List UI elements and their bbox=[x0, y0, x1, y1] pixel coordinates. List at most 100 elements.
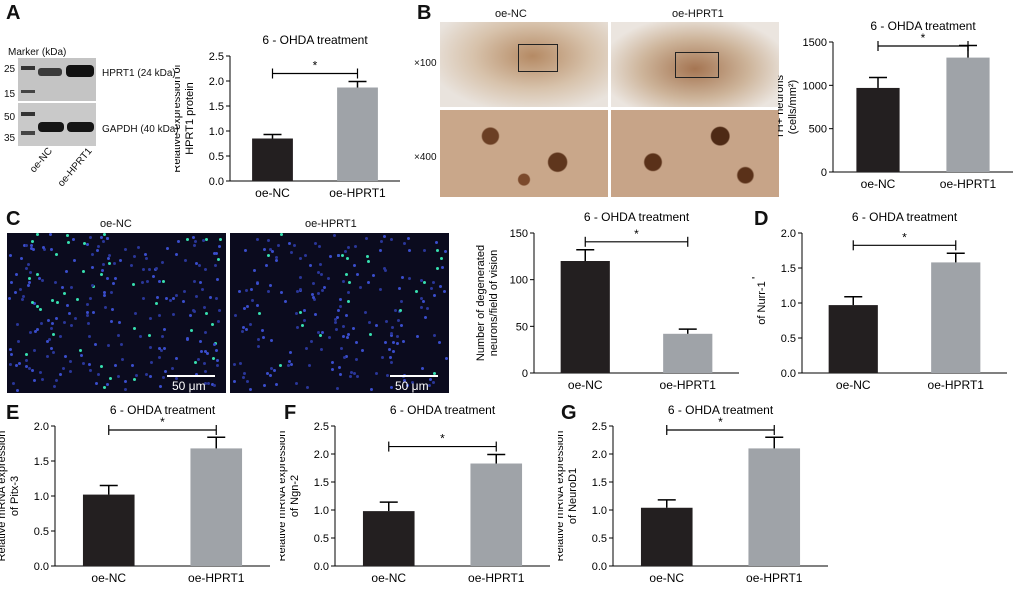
nucleus-dot bbox=[63, 354, 67, 358]
nucleus-dot bbox=[267, 254, 270, 258]
nucleus-dot bbox=[202, 239, 206, 243]
nucleus-dot bbox=[158, 385, 162, 389]
nucleus-dot bbox=[87, 362, 91, 366]
x-tick-label: oe-HPRT1 bbox=[746, 571, 803, 585]
nucleus-dot bbox=[199, 280, 203, 284]
nucleus-dot bbox=[51, 332, 55, 336]
nucleus-dot bbox=[30, 368, 34, 372]
nucleus-dot bbox=[423, 249, 426, 252]
nucleus-dot bbox=[64, 270, 68, 274]
nucleus-dot bbox=[116, 375, 120, 379]
y-tick-label: 500 bbox=[809, 124, 827, 136]
nucleus-dot bbox=[24, 267, 28, 271]
nucleus-dot bbox=[211, 356, 215, 360]
nucleus-dot bbox=[296, 326, 300, 330]
nucleus-dot bbox=[444, 249, 447, 253]
panel-letter-e: E bbox=[6, 402, 20, 424]
nucleus-dot bbox=[288, 350, 292, 354]
nucleus-dot bbox=[204, 369, 208, 373]
nucleus-dot bbox=[402, 379, 406, 383]
nucleus-dot bbox=[61, 366, 65, 370]
nucleus-dot bbox=[320, 272, 324, 276]
y-tick-label: 2.5 bbox=[314, 421, 329, 433]
nucleus-dot bbox=[96, 249, 100, 253]
nucleus-dot bbox=[287, 360, 291, 363]
nucleus-dot bbox=[148, 317, 152, 321]
nucleus-dot bbox=[334, 320, 338, 324]
nucleus-dot bbox=[29, 247, 33, 251]
x-tick-label: oe-HPRT1 bbox=[188, 571, 245, 585]
nucleus-dot bbox=[182, 289, 186, 293]
nucleus-dot bbox=[298, 310, 302, 314]
nucleus-dot bbox=[61, 285, 65, 289]
nucleus-dot bbox=[423, 316, 427, 320]
nucleus-dot bbox=[348, 374, 352, 378]
nucleus-dot bbox=[250, 298, 254, 302]
bar-oe-HPRT1 bbox=[946, 57, 990, 172]
nucleus-dot bbox=[102, 385, 106, 389]
nucleus-dot bbox=[28, 271, 32, 275]
nucleus-dot bbox=[328, 335, 332, 339]
nucleus-dot bbox=[383, 266, 387, 270]
nucleus-dot bbox=[203, 382, 207, 386]
nucleus-dot bbox=[308, 264, 312, 267]
nucleus-dot bbox=[426, 307, 429, 311]
nucleus-dot bbox=[102, 262, 106, 266]
nucleus-dot bbox=[102, 233, 106, 237]
nucleus-dot bbox=[313, 297, 317, 301]
lane-label-nc: oe-NC bbox=[28, 145, 56, 176]
nucleus-dot bbox=[284, 299, 287, 303]
hprt1-band-label: HPRT1 (24 kDa) bbox=[102, 68, 176, 79]
nucleus-dot bbox=[92, 284, 96, 288]
nucleus-dot bbox=[320, 348, 324, 352]
nucleus-dot bbox=[274, 259, 278, 263]
y-axis-label: Relative mRNA expressionof Nurr-1 bbox=[752, 238, 768, 369]
nucleus-dot bbox=[389, 355, 393, 359]
nucleus-dot bbox=[46, 339, 50, 343]
y-axis-label: Relative mRNA expressionof NeuroD1 bbox=[558, 431, 579, 562]
nucleus-dot bbox=[168, 298, 172, 302]
nucleus-dot bbox=[316, 330, 320, 334]
y-tick-label: 0 bbox=[522, 368, 528, 380]
nucleus-dot bbox=[109, 291, 113, 294]
nucleus-dot bbox=[41, 279, 45, 283]
histology-col-label-nc: oe-NC bbox=[495, 8, 527, 20]
nucleus-dot bbox=[322, 285, 326, 289]
nucleus-dot bbox=[7, 297, 11, 301]
nucleus-dot bbox=[34, 330, 37, 334]
y-tick-label: 1.0 bbox=[34, 491, 49, 503]
nucleus-dot bbox=[28, 281, 32, 285]
bar-oe-NC bbox=[252, 138, 293, 181]
nucleus-dot bbox=[188, 313, 192, 317]
nucleus-dot bbox=[30, 243, 34, 247]
nucleus-dot bbox=[81, 361, 85, 365]
nucleus-dot bbox=[295, 290, 299, 293]
nucleus-dot bbox=[268, 283, 272, 287]
nucleus-dot bbox=[316, 292, 320, 295]
nucleus-dot bbox=[287, 241, 291, 245]
nucleus-dot bbox=[69, 359, 73, 363]
nucleus-dot bbox=[213, 343, 217, 347]
nucleus-dot bbox=[406, 383, 409, 387]
fluo-col-label-nc: oe-NC bbox=[100, 218, 132, 230]
nucleus-dot bbox=[374, 323, 378, 327]
nucleus-dot bbox=[330, 368, 334, 371]
nucleus-dot bbox=[316, 270, 320, 274]
nucleus-dot bbox=[346, 333, 350, 337]
nucleus-dot bbox=[162, 328, 166, 332]
nucleus-dot bbox=[144, 252, 147, 256]
nucleus-dot bbox=[345, 355, 349, 359]
nucleus-dot bbox=[32, 349, 36, 353]
chart-b: 6 - OHDA treatment 0 500 1000 1500 TH+ neuron… bbox=[778, 20, 1013, 191]
nucleus-dot bbox=[121, 357, 125, 361]
nucleus-dot bbox=[59, 373, 62, 377]
bar-oe-NC bbox=[362, 511, 415, 566]
nucleus-dot bbox=[433, 371, 437, 375]
x-tick-label: oe-HPRT1 bbox=[928, 378, 985, 392]
nucleus-dot bbox=[433, 293, 437, 297]
nucleus-dot bbox=[432, 334, 436, 338]
nucleus-dot bbox=[97, 244, 101, 248]
nucleus-dot bbox=[416, 334, 419, 338]
nucleus-dot bbox=[260, 329, 264, 333]
nucleus-dot bbox=[43, 248, 47, 252]
